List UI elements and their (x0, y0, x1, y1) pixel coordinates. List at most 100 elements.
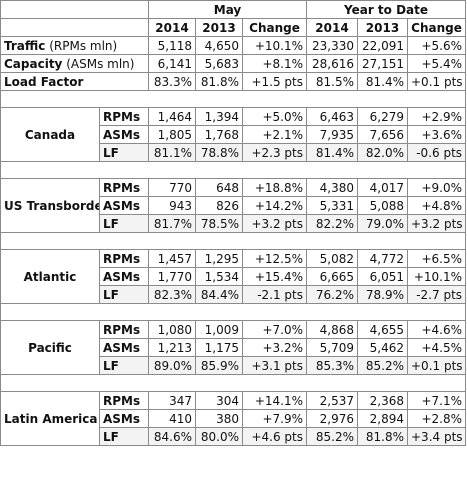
may-value-cell: 5,118 (148, 36, 196, 55)
ytd-value-cell: 7,656 (357, 125, 408, 144)
ytd-value-cell: 4,017 (357, 178, 408, 197)
may-value-cell: +5.0% (242, 107, 307, 126)
region-row: Pacific RPMs 1,080 1,009 +7.0% 4,868 4,655 +4.6… (0, 320, 467, 375)
spacer-cell (0, 232, 100, 250)
region-name: Pacific (0, 320, 100, 375)
metric-label: RPMs (99, 178, 149, 197)
spacer-row (0, 90, 467, 108)
may-value-cell: 1,175 (195, 338, 243, 357)
spacer-cell (357, 303, 408, 321)
spacer-cell (195, 90, 243, 108)
may-value-cell: 5,683 (195, 54, 243, 73)
ytd-value-cell: 6,279 (357, 107, 408, 126)
metric-label: RPMs (99, 249, 149, 268)
region-row: LF 84.6% 80.0% +4.6 pts 85.2% 81.8% +3.4 pts (1, 427, 467, 446)
metric-label: ASMs (99, 338, 149, 357)
ytd-value-cell: 81.4% (306, 143, 358, 162)
region-name: Latin America & Caribbean (0, 391, 100, 446)
system-label-text: Load Factor (4, 74, 84, 89)
ytd-value-cell: +0.1 pts (406, 72, 467, 91)
may-value-cell: +14.1% (242, 391, 307, 410)
may-value-cell: 380 (195, 409, 243, 428)
spacer-cell (306, 303, 358, 321)
may-value-cell: 1,768 (195, 125, 243, 144)
system-row: Load Factor 83.3% 81.8% +1.5 pts 81.5% 81.4% +… (0, 72, 467, 91)
region-row: LF 81.1% 78.8% +2.3 pts 81.4% 82.0% -0.6 pts (1, 143, 467, 162)
ytd-value-cell: 5,088 (357, 196, 408, 215)
may-value-cell: 78.5% (195, 214, 243, 233)
spacer-cell (195, 232, 243, 250)
may-value-cell: 648 (195, 178, 243, 197)
region-name: US Transborder (0, 178, 100, 233)
spacer-cell (242, 374, 307, 392)
ytd-value-cell: 79.0% (357, 214, 408, 233)
spacer-row (0, 232, 467, 250)
ytd-value-cell: 28,616 (306, 54, 358, 73)
spacer-cell (407, 374, 467, 392)
ytd-value-cell: 2,537 (306, 391, 358, 410)
may-value-cell: 943 (148, 196, 196, 215)
may-value-cell: 4,650 (195, 36, 243, 55)
may-value-cell: 1,080 (148, 320, 196, 339)
may-value-cell: 81.1% (148, 143, 196, 162)
spacer-cell (407, 90, 467, 108)
ytd-value-cell: 6,463 (306, 107, 358, 126)
ytd-value-cell: 85.3% (306, 356, 358, 375)
spacer-cell (306, 90, 358, 108)
spacer-cell (99, 161, 149, 179)
may-value-cell: +12.5% (242, 249, 307, 268)
spacer-cell (0, 161, 100, 179)
ytd-value-cell: 85.2% (306, 427, 358, 446)
traffic-stats-table: May Year to Date 2014 2013 Change 2014 2… (0, 0, 467, 446)
may-value-cell: +10.1% (242, 36, 307, 55)
ytd-value-cell: +3.2 pts (406, 214, 467, 233)
header-blank (0, 0, 149, 19)
may-value-cell: +18.8% (242, 178, 307, 197)
may-value-cell: 1,009 (195, 320, 243, 339)
system-label-text: Traffic (4, 38, 46, 53)
spacer-cell (99, 303, 149, 321)
metric-label: LF (99, 214, 149, 233)
metric-label: LF (99, 143, 149, 162)
ytd-value-cell: 82.2% (306, 214, 358, 233)
may-change-header: Change (242, 18, 307, 37)
ytd-value-cell: 6,665 (306, 267, 358, 286)
may-value-cell: 826 (195, 196, 243, 215)
ytd-value-cell: 5,331 (306, 196, 358, 215)
may-2013-header: 2013 (195, 18, 243, 37)
may-value-cell: 80.0% (195, 427, 243, 446)
ytd-value-cell: 5,709 (306, 338, 358, 357)
system-row-label: Traffic (RPMs mln) (0, 36, 149, 55)
spacer-cell (0, 303, 100, 321)
may-value-cell: +8.1% (242, 54, 307, 73)
may-value-cell: 770 (148, 178, 196, 197)
ytd-value-cell: +0.1 pts (406, 356, 467, 375)
may-value-cell: +3.2% (242, 338, 307, 357)
spacer-cell (99, 90, 149, 108)
ytd-value-cell: 5,082 (306, 249, 358, 268)
ytd-value-cell: +3.6% (406, 125, 467, 144)
may-value-cell: -2.1 pts (242, 285, 307, 304)
ytd-value-cell: +7.1% (406, 391, 467, 410)
spacer-cell (242, 161, 307, 179)
may-value-cell: +4.6 pts (242, 427, 307, 446)
region-row: ASMs 1,805 1,768 +2.1% 7,935 7,656 +3.6% (1, 125, 467, 144)
ytd-value-cell: 23,330 (306, 36, 358, 55)
spacer-cell (306, 374, 358, 392)
spacer-cell (357, 374, 408, 392)
region-row: US Transborder RPMs 770 648 +18.8% 4,380 4,017… (0, 178, 467, 233)
may-value-cell: +7.0% (242, 320, 307, 339)
may-value-cell: +1.5 pts (242, 72, 307, 91)
may-value-cell: 1,295 (195, 249, 243, 268)
ytd-value-cell: 82.0% (357, 143, 408, 162)
metric-label: ASMs (99, 409, 149, 428)
may-value-cell: +3.1 pts (242, 356, 307, 375)
region-row: LF 81.7% 78.5% +3.2 pts 82.2% 79.0% +3.2 pts (1, 214, 467, 233)
metric-label: ASMs (99, 267, 149, 286)
ytd-value-cell: +5.6% (406, 36, 467, 55)
spacer-cell (148, 161, 196, 179)
spacer-cell (306, 161, 358, 179)
ytd-value-cell: 81.5% (306, 72, 358, 91)
ytd-value-cell: 6,051 (357, 267, 408, 286)
header-blank (0, 18, 149, 37)
